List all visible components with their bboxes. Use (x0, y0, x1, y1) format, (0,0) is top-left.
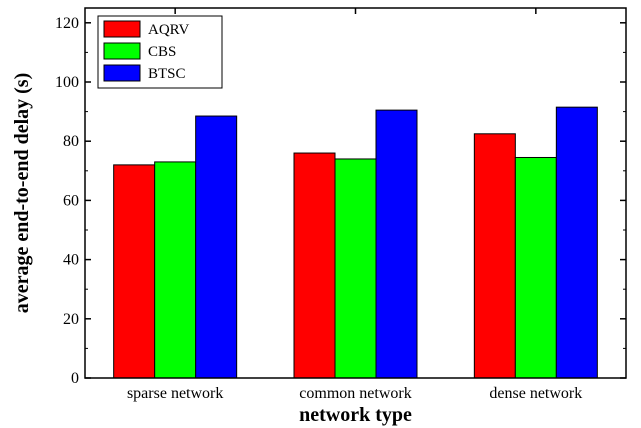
legend-swatch-aqrv (103, 20, 141, 38)
bar-btsc-common-network (375, 109, 418, 379)
bar-cbs-common-network (334, 158, 377, 379)
bar-aqrv-common-network (293, 152, 336, 379)
y-tick-label: 120 (55, 15, 79, 32)
y-tick-label: 0 (71, 370, 79, 387)
x-tick-label: common network (299, 385, 411, 402)
plot-frame (84, 7, 627, 379)
bar-cbs-sparse-network (154, 161, 197, 379)
x-axis-title: network type (299, 404, 412, 426)
y-tick-label: 40 (63, 252, 79, 269)
legend-swatch-btsc (103, 64, 141, 82)
y-tick-label: 100 (55, 74, 79, 91)
bar-btsc-sparse-network (195, 115, 238, 379)
legend-label-btsc: BTSC (148, 66, 186, 82)
bar-cbs-dense-network (514, 156, 557, 379)
legend-label-aqrv: AQRV (148, 22, 189, 38)
legend-swatch-cbs (103, 42, 141, 60)
legend-label-cbs: CBS (148, 44, 176, 60)
bars (113, 106, 598, 379)
x-axis-ticks: sparse network common network dense networ… (127, 8, 582, 402)
bar-btsc-dense-network (555, 106, 598, 379)
y-tick-label: 20 (63, 311, 79, 328)
x-tick-label: sparse network (127, 385, 223, 402)
x-tick-label: dense network (489, 385, 582, 402)
y-axis-ticks: 0 20 40 60 80 100 120 (55, 15, 626, 387)
legend: AQRV CBS BTSC (97, 15, 223, 89)
bar-aqrv-sparse-network (113, 164, 156, 379)
y-axis-title: average end-to-end delay (s) (11, 73, 33, 314)
y-tick-label: 60 (63, 192, 79, 209)
y-tick-label: 80 (63, 133, 79, 150)
bar-aqrv-dense-network (473, 133, 516, 379)
